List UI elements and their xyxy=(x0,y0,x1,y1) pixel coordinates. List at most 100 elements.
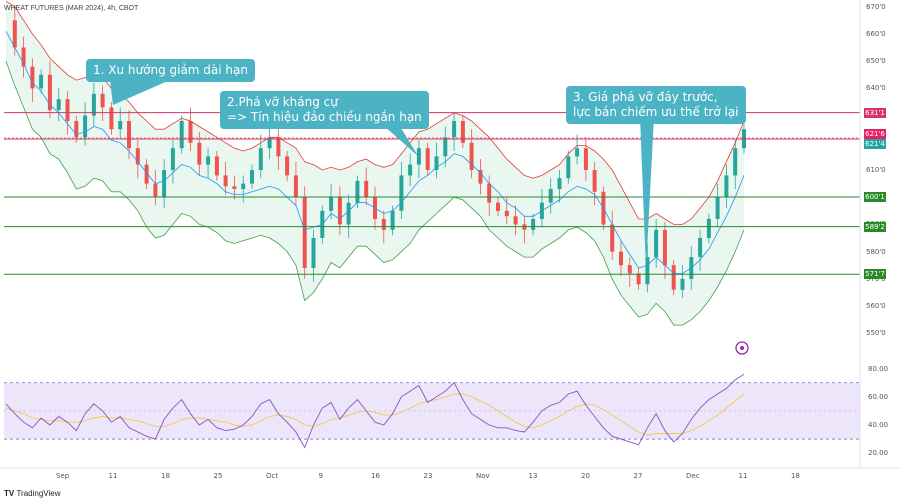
level-tag: 571'7 xyxy=(864,269,886,280)
candle-body xyxy=(346,202,351,225)
candle-body xyxy=(21,47,26,67)
candle-body xyxy=(513,216,518,225)
bb-basis-line xyxy=(5,31,745,274)
tradingview-logo-text: TradingView xyxy=(16,489,61,498)
price-tick-label: 610'0 xyxy=(866,166,886,174)
price-tick-label: 580'0 xyxy=(866,247,886,256)
candle-body xyxy=(12,20,17,48)
time-tick-label: 25 xyxy=(213,472,223,480)
candle-body xyxy=(583,148,588,170)
bb-lower-line xyxy=(5,60,745,326)
candle-body xyxy=(698,238,703,257)
candle-body xyxy=(258,148,263,170)
time-tick-label: 18 xyxy=(791,472,800,480)
candle-body xyxy=(285,156,290,176)
candle-body xyxy=(302,197,307,268)
candle-body xyxy=(408,164,413,176)
time-tick-label: Sep xyxy=(56,472,70,480)
alert-icon[interactable] xyxy=(735,341,749,355)
candle-body xyxy=(680,278,685,290)
candle-body xyxy=(135,148,140,165)
candle-body xyxy=(548,189,553,203)
candle-body xyxy=(715,197,720,219)
time-tick-label: Oct xyxy=(266,472,279,480)
candle-body xyxy=(337,197,342,225)
candle-body xyxy=(118,121,123,130)
candle-body xyxy=(636,273,641,285)
candle-body xyxy=(276,137,281,157)
candle-body xyxy=(364,180,369,198)
rsi-tick-label: 80.00 xyxy=(868,364,889,373)
time-tick-label: 20 xyxy=(581,472,590,480)
candle-body xyxy=(47,74,52,111)
candle-body xyxy=(250,170,254,184)
rsi-tick-label: 40.00 xyxy=(868,421,889,429)
candle-body xyxy=(170,148,175,170)
candle-body xyxy=(311,238,316,268)
candle-body xyxy=(241,183,246,189)
candle-body xyxy=(425,148,430,170)
price-tick-label: 670'0 xyxy=(866,2,886,11)
candle-body xyxy=(443,137,448,157)
current-price-tag: 621'6 xyxy=(864,128,886,139)
current-price-tag: 621'4 xyxy=(864,138,886,149)
annotation-resistance-break: 2.Phá vỡ kháng cự => Tín hiệu đảo chiều … xyxy=(220,91,429,129)
rsi-band-background xyxy=(4,382,860,440)
symbol-title: WHEAT FUTURES (MAR 2024), 4h, CBOT xyxy=(4,5,139,12)
candle-body xyxy=(109,107,114,130)
candle-body xyxy=(39,74,44,89)
candle-body xyxy=(127,121,131,149)
candle-body xyxy=(566,156,571,179)
candle-body xyxy=(531,219,536,230)
time-tick-label: 9 xyxy=(318,472,323,480)
level-tag: 600'1 xyxy=(864,191,886,202)
time-tick-label: Dec xyxy=(686,472,700,480)
candle-body xyxy=(162,170,167,198)
time-tick-label: 11 xyxy=(738,472,748,480)
candle-body xyxy=(232,186,237,189)
candle-body xyxy=(267,137,272,149)
price-tick-label: 650'0 xyxy=(866,57,886,66)
rsi-line xyxy=(5,373,745,449)
price-tick-label: 660'0 xyxy=(866,29,886,38)
tradingview-logo[interactable]: TV TradingView xyxy=(4,489,61,498)
candle-body xyxy=(434,156,439,170)
candle-body xyxy=(496,202,500,211)
price-tick-label: 640'0 xyxy=(866,84,886,93)
candle-body xyxy=(293,175,298,198)
candle-body xyxy=(706,219,711,238)
time-tick-label: 13 xyxy=(528,472,538,480)
rsi-ma-line xyxy=(5,393,745,436)
annotation-1-pointer xyxy=(110,80,170,105)
candle-body xyxy=(144,164,149,184)
rsi-pane xyxy=(4,373,860,449)
time-tick-label: 11 xyxy=(108,472,118,480)
indicator-lines xyxy=(5,0,745,326)
level-tag: 589'2 xyxy=(864,221,886,232)
candle-body xyxy=(390,210,395,230)
bb-upper-line xyxy=(5,0,745,225)
candle-body xyxy=(179,121,184,149)
price-tick-label: 550'0 xyxy=(866,329,886,338)
candle-body xyxy=(30,66,35,89)
candle-body xyxy=(214,156,219,176)
candle-body xyxy=(627,265,632,274)
candle-body xyxy=(662,229,667,266)
time-tick-label: 27 xyxy=(633,472,643,480)
candle-body xyxy=(460,121,465,143)
candle-body xyxy=(153,183,158,198)
rsi-tick-label: 20.00 xyxy=(868,449,889,458)
candle-body xyxy=(65,99,70,121)
candle-body xyxy=(654,229,659,258)
candle-body xyxy=(83,115,88,138)
time-tick-label: 16 xyxy=(371,472,380,480)
candle-body xyxy=(575,148,580,157)
candle-body xyxy=(329,197,334,211)
candle-body xyxy=(416,148,421,165)
level-tag: 631'1 xyxy=(864,107,886,118)
candle-body xyxy=(504,210,509,217)
rsi-tick-label: 60.00 xyxy=(868,392,889,401)
candle-body xyxy=(671,265,676,290)
tradingview-logo-mark: TV xyxy=(4,489,15,498)
